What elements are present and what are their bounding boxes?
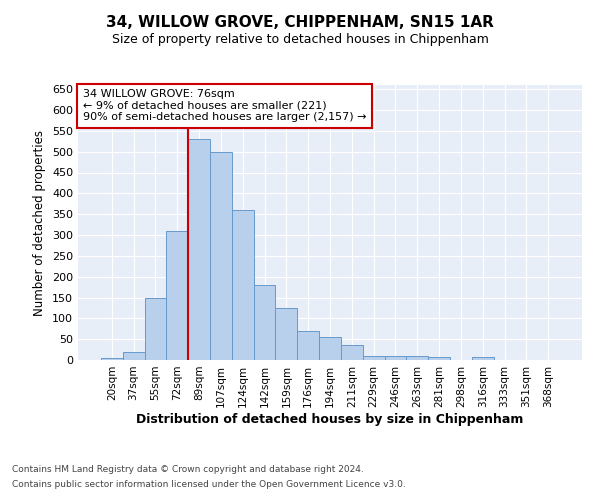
Text: Size of property relative to detached houses in Chippenham: Size of property relative to detached ho…: [112, 32, 488, 46]
Bar: [188, 139, 210, 360]
Text: Contains HM Land Registry data © Crown copyright and database right 2024.: Contains HM Land Registry data © Crown c…: [12, 465, 364, 474]
Bar: [363, 356, 385, 360]
Y-axis label: Number of detached properties: Number of detached properties: [34, 130, 46, 316]
Bar: [341, 346, 363, 360]
Text: Contains public sector information licensed under the Open Government Licence v3: Contains public sector information licen…: [12, 480, 406, 489]
Bar: [123, 352, 145, 360]
Bar: [406, 356, 428, 360]
Bar: [385, 356, 406, 360]
Bar: [472, 356, 494, 360]
Bar: [319, 337, 341, 360]
Bar: [101, 358, 123, 360]
Bar: [232, 210, 254, 360]
Bar: [166, 231, 188, 360]
Bar: [210, 152, 232, 360]
Text: Distribution of detached houses by size in Chippenham: Distribution of detached houses by size …: [136, 412, 524, 426]
Bar: [145, 298, 166, 360]
Text: 34, WILLOW GROVE, CHIPPENHAM, SN15 1AR: 34, WILLOW GROVE, CHIPPENHAM, SN15 1AR: [106, 15, 494, 30]
Bar: [254, 285, 275, 360]
Bar: [297, 331, 319, 360]
Text: 34 WILLOW GROVE: 76sqm
← 9% of detached houses are smaller (221)
90% of semi-det: 34 WILLOW GROVE: 76sqm ← 9% of detached …: [83, 89, 367, 122]
Bar: [428, 356, 450, 360]
Bar: [275, 308, 297, 360]
